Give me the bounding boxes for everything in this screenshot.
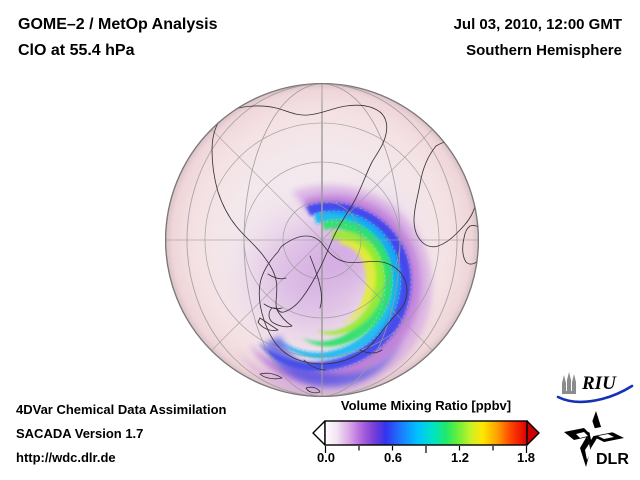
- dlr-mark-icon: [564, 411, 624, 467]
- coastlines: [211, 104, 479, 394]
- orthographic-projection: [164, 82, 480, 398]
- colorbar-title: Volume Mixing Ratio [ppbv]: [340, 398, 512, 413]
- pole-meridians: [166, 84, 478, 396]
- riu-swoosh-icon: [556, 384, 634, 404]
- riu-logo: RIU: [556, 372, 634, 404]
- globe-outline: [164, 82, 480, 398]
- footer-line-2: SACADA Version 1.7: [16, 426, 144, 441]
- colorbar-extend-high: [526, 420, 540, 446]
- colorbar-tick-marks: [324, 446, 528, 453]
- coastline-madagascar: [462, 225, 479, 265]
- globe-map: [164, 82, 480, 398]
- plume-outer: [238, 185, 432, 396]
- colorbar-tick-1: 0.6: [383, 450, 403, 465]
- coastline-southern-africa: [413, 138, 479, 248]
- colorbar-tick-3: 1.8: [516, 450, 536, 465]
- colorbar-tick-2: 1.2: [450, 450, 470, 465]
- colorbar: Volume Mixing Ratio [ppbv]: [312, 398, 540, 474]
- page-title: GOME–2 / MetOp Analysis: [18, 16, 218, 33]
- coastline-south-america: [211, 104, 388, 313]
- dlr-wordmark: DLR: [596, 451, 629, 468]
- plume-core: [302, 219, 393, 347]
- coastline-antarctic-peninsula: [309, 255, 322, 309]
- dlr-logo: DLR: [564, 411, 629, 468]
- colorbar-ticks: 0.0 0.6 1.2 1.8: [312, 446, 540, 468]
- colorbar-extend-low: [312, 420, 326, 446]
- footer-url[interactable]: http://wdc.dlr.de: [16, 450, 116, 465]
- riu-wordmark: RIU: [581, 373, 617, 394]
- globe-limb-shade: [165, 83, 479, 397]
- colorbar-bar: [324, 420, 528, 446]
- colorbar-gradient: [312, 420, 540, 446]
- colorbar-tick-0: 0.0: [316, 450, 336, 465]
- page-subtitle: ClO at 55.4 hPa: [18, 42, 135, 59]
- plume-tail: [264, 336, 402, 388]
- coastline-antarctica: [258, 235, 408, 365]
- hemisphere-label: Southern Hemisphere: [466, 42, 622, 59]
- riu-cathedral-icon: [562, 372, 576, 394]
- timestamp-label: Jul 03, 2010, 12:00 GMT: [453, 16, 622, 33]
- footer-line-1: 4DVar Chemical Data Assimilation: [16, 402, 227, 417]
